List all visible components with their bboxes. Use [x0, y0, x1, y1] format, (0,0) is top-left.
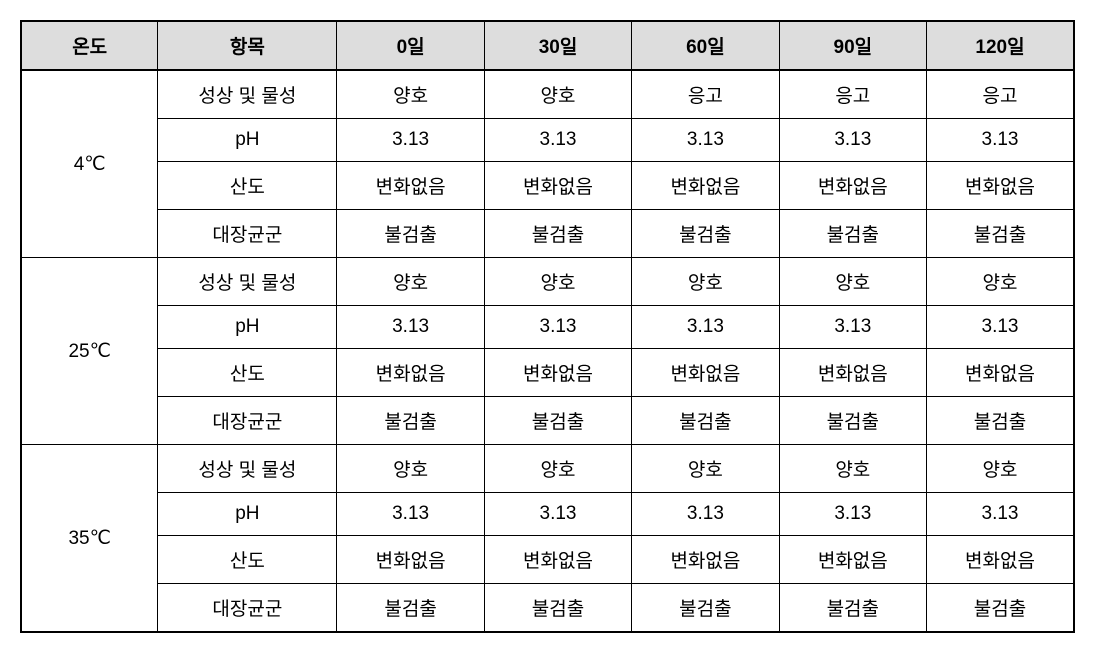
table-row: 산도 변화없음 변화없음 변화없음 변화없음 변화없음: [21, 536, 1074, 584]
table-row: 대장균군 불검출 불검출 불검출 불검출 불검출: [21, 397, 1074, 445]
data-cell: 변화없음: [337, 536, 484, 584]
table-row: pH 3.13 3.13 3.13 3.13 3.13: [21, 493, 1074, 536]
data-cell: 3.13: [779, 119, 926, 162]
data-cell: 3.13: [632, 306, 779, 349]
data-cell: 불검출: [779, 397, 926, 445]
data-cell: 변화없음: [484, 349, 631, 397]
item-cell: 대장균군: [158, 584, 337, 633]
data-cell: 불검출: [927, 397, 1074, 445]
data-cell: 양호: [632, 445, 779, 493]
col-header-d0: 0일: [337, 21, 484, 70]
data-cell: 양호: [779, 258, 926, 306]
temp-cell: 35℃: [21, 445, 158, 633]
data-cell: 3.13: [632, 119, 779, 162]
stability-table: 온도 항목 0일 30일 60일 90일 120일 4℃ 성상 및 물성 양호 …: [20, 20, 1075, 633]
data-cell: 3.13: [927, 119, 1074, 162]
data-cell: 변화없음: [779, 349, 926, 397]
table-row: 산도 변화없음 변화없음 변화없음 변화없음 변화없음: [21, 349, 1074, 397]
data-cell: 3.13: [337, 306, 484, 349]
data-cell: 변화없음: [337, 349, 484, 397]
col-header-item: 항목: [158, 21, 337, 70]
data-cell: 불검출: [337, 210, 484, 258]
item-cell: pH: [158, 306, 337, 349]
item-cell: pH: [158, 119, 337, 162]
data-cell: 불검출: [337, 584, 484, 633]
table-body: 4℃ 성상 및 물성 양호 양호 응고 응고 응고 pH 3.13 3.13 3…: [21, 70, 1074, 632]
item-cell: 대장균군: [158, 210, 337, 258]
data-cell: 3.13: [779, 493, 926, 536]
data-cell: 변화없음: [927, 536, 1074, 584]
stability-table-wrapper: 온도 항목 0일 30일 60일 90일 120일 4℃ 성상 및 물성 양호 …: [20, 20, 1075, 633]
data-cell: 3.13: [484, 306, 631, 349]
table-row: 35℃ 성상 및 물성 양호 양호 양호 양호 양호: [21, 445, 1074, 493]
data-cell: 양호: [779, 445, 926, 493]
data-cell: 3.13: [484, 493, 631, 536]
data-cell: 변화없음: [632, 349, 779, 397]
data-cell: 양호: [632, 258, 779, 306]
data-cell: 불검출: [927, 584, 1074, 633]
data-cell: 불검출: [779, 584, 926, 633]
item-cell: 성상 및 물성: [158, 445, 337, 493]
item-cell: 산도: [158, 162, 337, 210]
col-header-d120: 120일: [927, 21, 1074, 70]
data-cell: 변화없음: [779, 162, 926, 210]
data-cell: 불검출: [484, 210, 631, 258]
table-row: 대장균군 불검출 불검출 불검출 불검출 불검출: [21, 210, 1074, 258]
item-cell: 산도: [158, 536, 337, 584]
data-cell: 변화없음: [632, 162, 779, 210]
data-cell: 양호: [337, 445, 484, 493]
temp-cell: 4℃: [21, 70, 158, 258]
data-cell: 3.13: [337, 119, 484, 162]
col-header-temp: 온도: [21, 21, 158, 70]
table-row: 4℃ 성상 및 물성 양호 양호 응고 응고 응고: [21, 70, 1074, 119]
data-cell: 양호: [337, 70, 484, 119]
item-cell: 성상 및 물성: [158, 70, 337, 119]
table-row: 25℃ 성상 및 물성 양호 양호 양호 양호 양호: [21, 258, 1074, 306]
data-cell: 3.13: [337, 493, 484, 536]
data-cell: 3.13: [632, 493, 779, 536]
data-cell: 불검출: [927, 210, 1074, 258]
data-cell: 불검출: [484, 584, 631, 633]
table-row: pH 3.13 3.13 3.13 3.13 3.13: [21, 306, 1074, 349]
data-cell: 불검출: [779, 210, 926, 258]
item-cell: 산도: [158, 349, 337, 397]
item-cell: 대장균군: [158, 397, 337, 445]
temp-cell: 25℃: [21, 258, 158, 445]
table-row: pH 3.13 3.13 3.13 3.13 3.13: [21, 119, 1074, 162]
data-cell: 양호: [484, 445, 631, 493]
data-cell: 불검출: [632, 584, 779, 633]
data-cell: 양호: [484, 70, 631, 119]
col-header-d90: 90일: [779, 21, 926, 70]
data-cell: 변화없음: [927, 162, 1074, 210]
table-row: 산도 변화없음 변화없음 변화없음 변화없음 변화없음: [21, 162, 1074, 210]
data-cell: 3.13: [927, 493, 1074, 536]
data-cell: 불검출: [632, 210, 779, 258]
data-cell: 불검출: [337, 397, 484, 445]
data-cell: 변화없음: [484, 162, 631, 210]
data-cell: 불검출: [632, 397, 779, 445]
data-cell: 양호: [927, 258, 1074, 306]
data-cell: 3.13: [779, 306, 926, 349]
data-cell: 변화없음: [484, 536, 631, 584]
data-cell: 양호: [484, 258, 631, 306]
header-row: 온도 항목 0일 30일 60일 90일 120일: [21, 21, 1074, 70]
col-header-d30: 30일: [484, 21, 631, 70]
data-cell: 변화없음: [927, 349, 1074, 397]
data-cell: 3.13: [484, 119, 631, 162]
data-cell: 변화없음: [337, 162, 484, 210]
data-cell: 변화없음: [632, 536, 779, 584]
item-cell: 성상 및 물성: [158, 258, 337, 306]
data-cell: 응고: [927, 70, 1074, 119]
col-header-d60: 60일: [632, 21, 779, 70]
data-cell: 응고: [632, 70, 779, 119]
data-cell: 응고: [779, 70, 926, 119]
data-cell: 불검출: [484, 397, 631, 445]
data-cell: 양호: [927, 445, 1074, 493]
data-cell: 양호: [337, 258, 484, 306]
data-cell: 변화없음: [779, 536, 926, 584]
item-cell: pH: [158, 493, 337, 536]
data-cell: 3.13: [927, 306, 1074, 349]
table-row: 대장균군 불검출 불검출 불검출 불검출 불검출: [21, 584, 1074, 633]
